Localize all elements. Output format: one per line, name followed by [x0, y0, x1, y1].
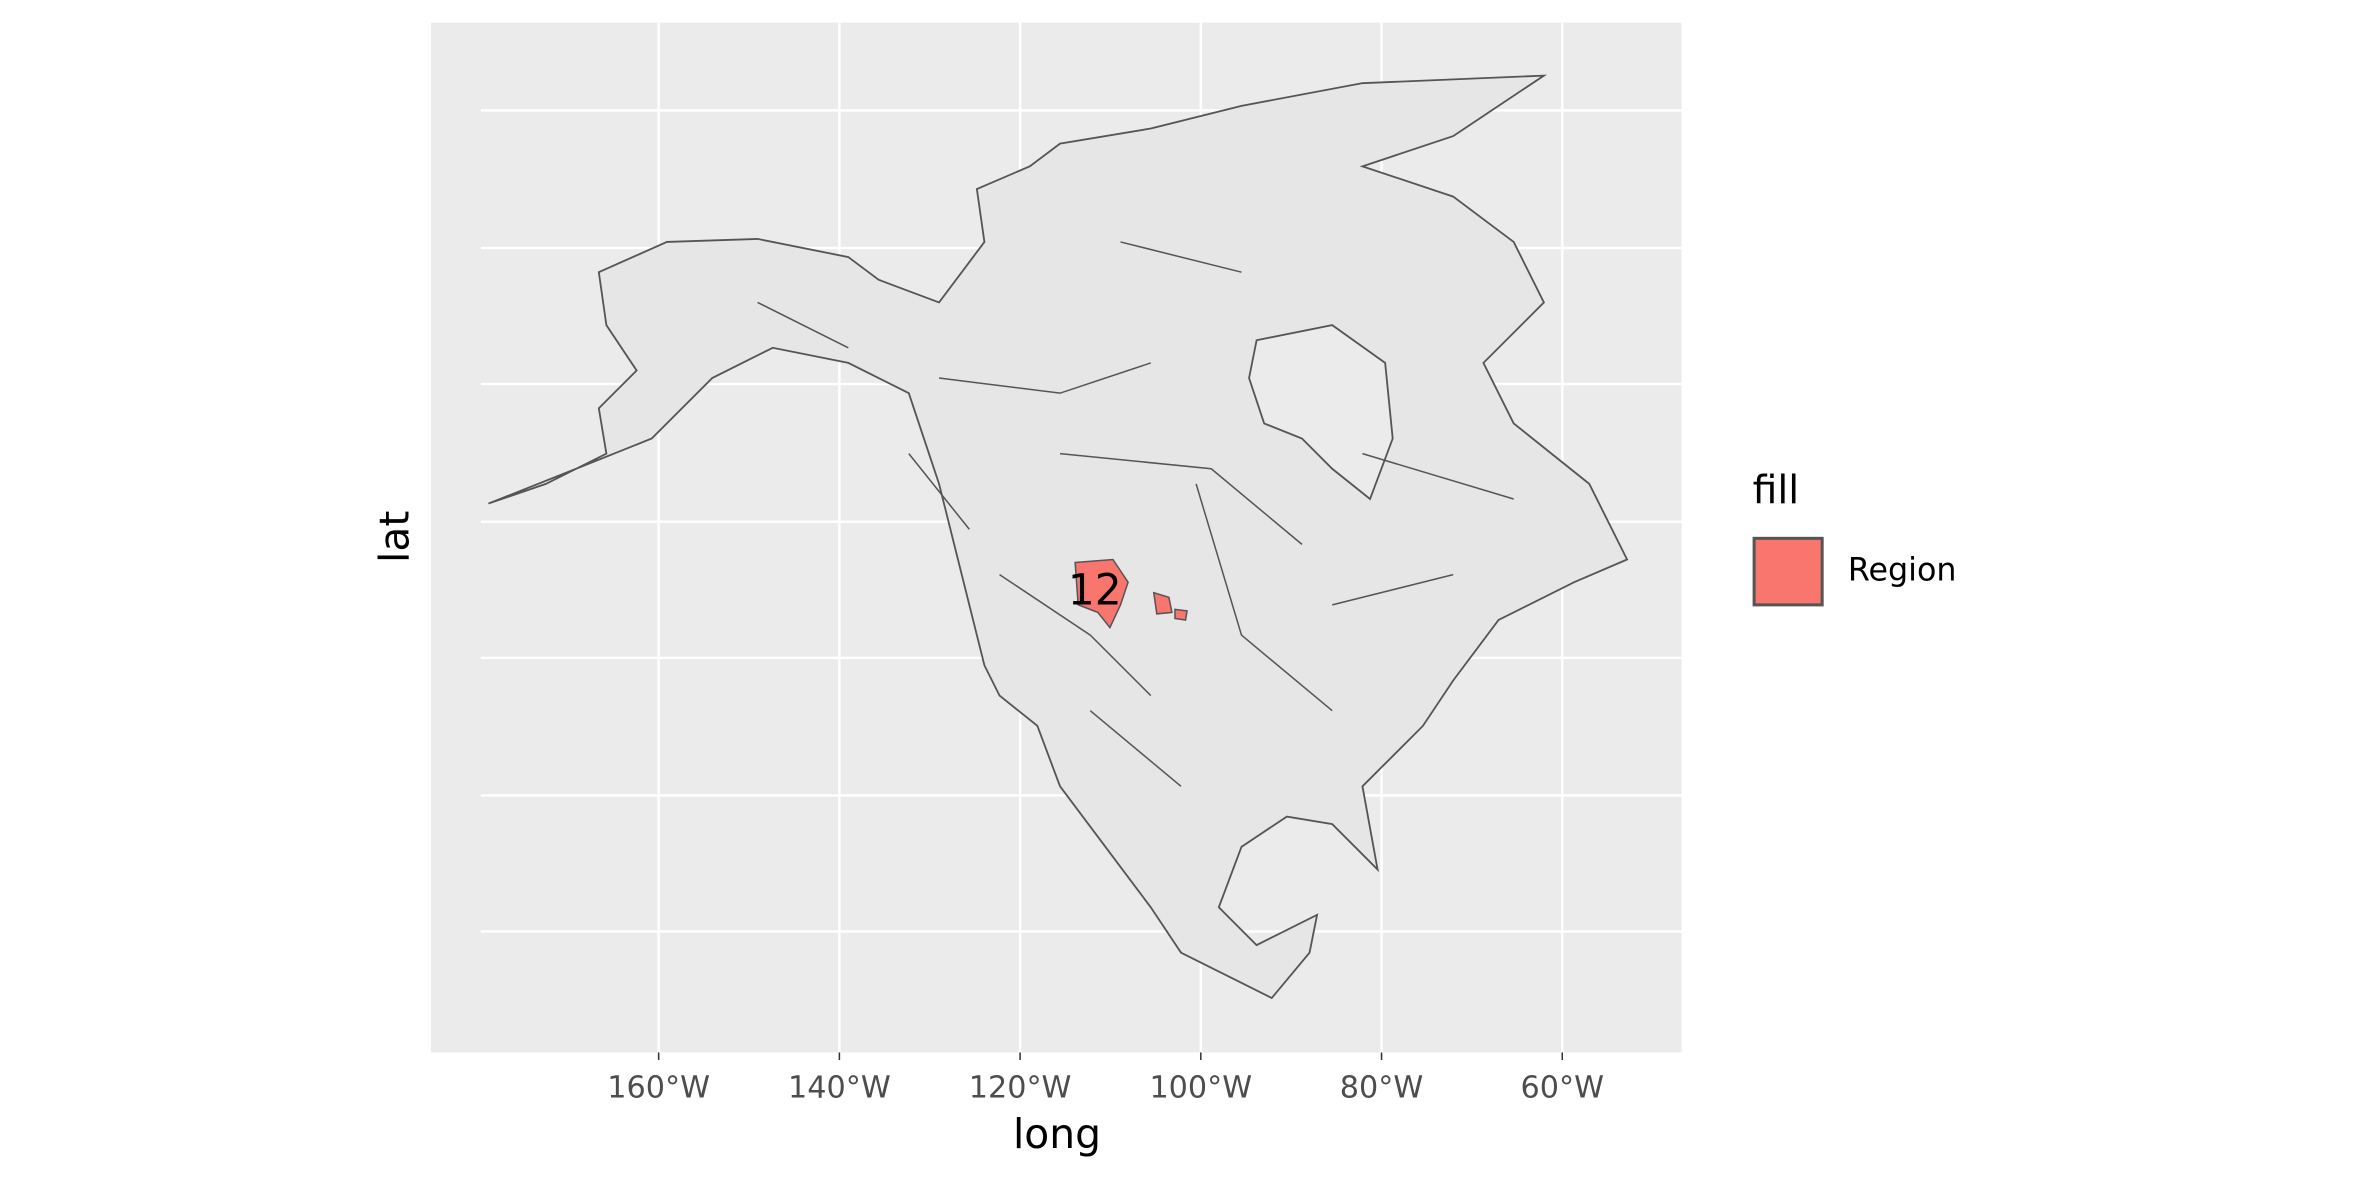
region-borders [757, 241, 1514, 787]
legend-key [1752, 536, 1824, 607]
land-outline [488, 74, 1629, 1000]
x-tick-label: 60°W [1521, 1070, 1604, 1105]
legend-label: Region [1848, 553, 1957, 589]
y-axis-title: lat [371, 511, 419, 563]
x-tick-label: 160°W [607, 1070, 710, 1105]
x-tick-label: 140°W [788, 1070, 891, 1105]
legend-title: fill [1753, 468, 1800, 513]
legend: Region [1752, 536, 1957, 607]
x-tick-label: 120°W [969, 1070, 1072, 1105]
region-label: 12 [1068, 565, 1122, 614]
continent: 12 [488, 74, 1629, 1000]
region-shape [1074, 558, 1188, 629]
x-axis-title: long [1013, 1110, 1101, 1158]
hudson-bay [1248, 324, 1394, 501]
x-tick-label: 80°W [1340, 1070, 1423, 1105]
x-tick-label: 100°W [1149, 1070, 1252, 1105]
